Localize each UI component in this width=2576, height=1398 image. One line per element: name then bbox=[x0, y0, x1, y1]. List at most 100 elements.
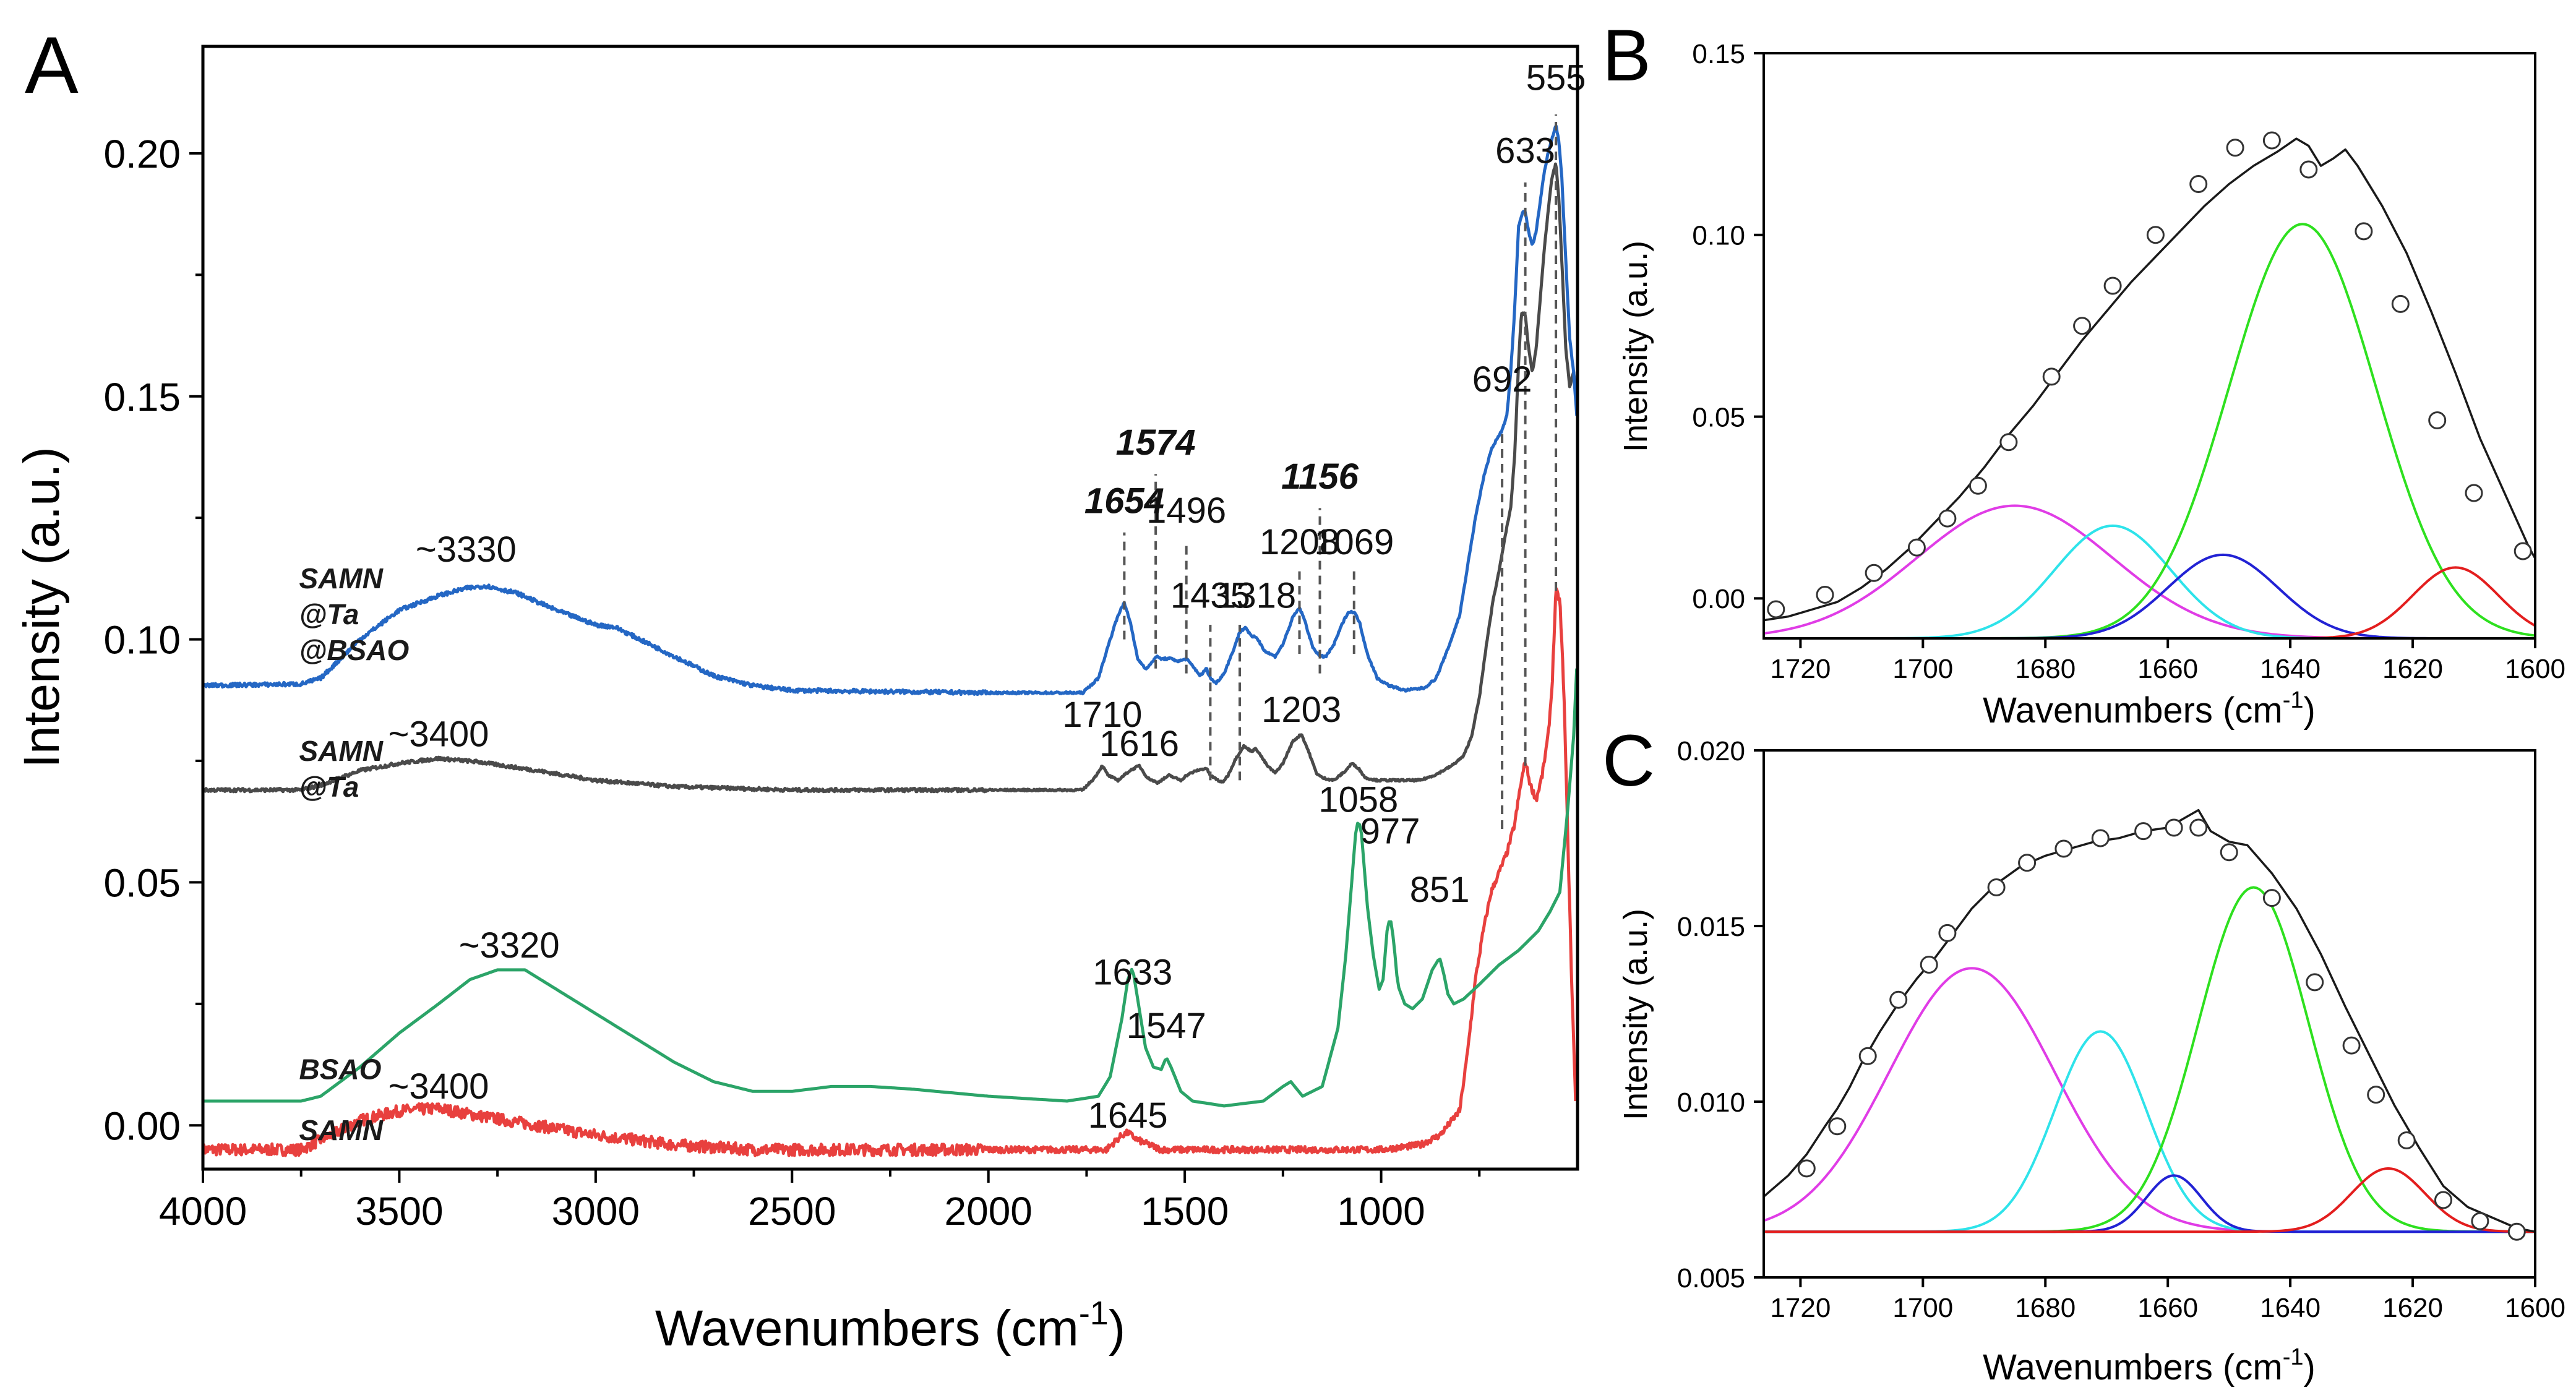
panel-c-data-markers bbox=[1797, 818, 2526, 1241]
panel-c-x-tick-label: 1680 bbox=[2015, 1293, 2076, 1323]
peak-label: 977 bbox=[1360, 812, 1420, 852]
panel-c-data-point bbox=[2165, 818, 2183, 837]
panel-c-data-point bbox=[2507, 1222, 2526, 1241]
panel-a-y-axis-label: Intensity (a.u.) bbox=[14, 447, 70, 768]
panel-b-data-point bbox=[2103, 277, 2122, 295]
peak-label: 1318 bbox=[1216, 576, 1296, 616]
panel-a-x-tick-label: 3000 bbox=[552, 1189, 640, 1233]
panel-b-measured-spectrum bbox=[1763, 137, 2536, 622]
panel-c-x-tick-label: 1720 bbox=[1770, 1293, 1831, 1323]
panel-a-x-axis-label: Wavenumbers (cm-1) bbox=[655, 1295, 1125, 1357]
panel-c-data-point bbox=[2434, 1191, 2452, 1209]
panel-b-data-point bbox=[2465, 484, 2483, 502]
panel-a-x-axis-label-text: Wavenumbers (cm bbox=[655, 1300, 1079, 1357]
panel-c-data-point bbox=[2306, 973, 2324, 992]
panel-c-x-axis-label-sup: -1 bbox=[2283, 1344, 2304, 1370]
panel-b-data-point bbox=[1938, 509, 1957, 528]
panel-a-x-tick-label: 1500 bbox=[1141, 1189, 1229, 1233]
panel-a-dashed-markers bbox=[1123, 114, 1558, 829]
panel-b-x-tick-label: 1640 bbox=[2260, 654, 2321, 684]
panel-c-data-point bbox=[2091, 829, 2110, 847]
panel-c-frame bbox=[1762, 749, 2536, 1279]
series-label: SAMN @Ta @BSAO bbox=[299, 562, 410, 666]
panel-c-data-point bbox=[1987, 878, 2006, 896]
series-samn-ta-bsao bbox=[202, 124, 1579, 697]
panel-c-y-tick-label: 0.005 bbox=[1677, 1263, 1745, 1293]
peak-label: 633 bbox=[1495, 131, 1555, 171]
series-bsao bbox=[203, 668, 1579, 1108]
series-label-line: SAMN bbox=[299, 735, 384, 767]
panel-b-data-point bbox=[1968, 476, 1987, 495]
panel-c-data-point bbox=[2134, 822, 2153, 841]
series-label-line: SAMN bbox=[299, 562, 384, 594]
panel-b-y-tick-label: 0.05 bbox=[1692, 402, 1745, 432]
panel-b-data-point bbox=[1865, 564, 1883, 582]
panel-b-data-point bbox=[2146, 226, 2165, 244]
panel-a-x-axis-label-sup: -1 bbox=[1079, 1295, 1109, 1332]
panel-a-y-tick-label: 0.10 bbox=[103, 618, 181, 663]
panel-a-label: A bbox=[25, 20, 79, 110]
panel-b-y-tick-label: 0.15 bbox=[1692, 39, 1745, 69]
panel-c-data-point bbox=[2189, 818, 2208, 837]
peak-label: 1710 bbox=[1062, 695, 1142, 735]
peak-label: 692 bbox=[1472, 359, 1532, 400]
panel-a-x-ticks: 4000 3500 3000 2500 2000 1500 1000 bbox=[159, 1169, 1481, 1233]
panel-b-data-point bbox=[2189, 175, 2208, 193]
peak-label: ~3400 bbox=[388, 1066, 489, 1107]
panel-b-y-tick-label: 0.00 bbox=[1692, 584, 1745, 614]
panel-a-x-tick-label: 3500 bbox=[355, 1189, 443, 1233]
series-label-line: BSAO bbox=[299, 1053, 382, 1086]
panel-a-peak-labels: ~3330 ~3400 ~3320 ~3400 1654 1574 1496 14351318… bbox=[388, 58, 1586, 1136]
panel-c-fit-1624-curve bbox=[1764, 1167, 2535, 1233]
panel-c: C 1720 1700 1680 1660 1640 1620 1600 0.005 0.01… bbox=[1602, 720, 2565, 1387]
panel-c-data-point bbox=[2471, 1212, 2489, 1230]
panel-c-fit-components bbox=[1763, 886, 2535, 1233]
panel-a-y-tick-label: 0.15 bbox=[103, 375, 181, 419]
peak-label: 1208 bbox=[1260, 522, 1339, 562]
panel-a-x-axis-label-end: ) bbox=[1109, 1300, 1125, 1357]
peak-label: 1058 bbox=[1318, 780, 1398, 820]
series-label-line: @Ta bbox=[299, 771, 359, 803]
panel-b-x-axis-label-sup: -1 bbox=[2283, 687, 2304, 713]
peak-label: 1574 bbox=[1116, 422, 1196, 463]
panel-b-y-axis-label: Intensity (a.u.) bbox=[1617, 241, 1654, 452]
panel-b-x-tick-label: 1720 bbox=[1770, 654, 1831, 684]
panel-b: B 1720 1700 1680 1660 1640 1620 1600 0.000.050… bbox=[1602, 15, 2565, 731]
panel-a-x-tick-label: 2000 bbox=[945, 1189, 1033, 1233]
panel-c-y-ticks: 0.005 0.010 0.015 0.020 bbox=[1677, 736, 1764, 1293]
panel-a-y-tick-label: 0.20 bbox=[103, 132, 181, 176]
panel-b-data-point bbox=[2514, 542, 2532, 560]
panel-b-data-point bbox=[2299, 160, 2318, 179]
panel-a: A ~3330 ~3400 ~3320 ~3400 1654 1574 1496 143513… bbox=[14, 20, 1586, 1357]
panel-b-data-point bbox=[1907, 538, 1926, 557]
panel-c-data-point bbox=[1920, 956, 1938, 974]
panel-b-label: B bbox=[1602, 15, 1651, 96]
panel-c-y-tick-label: 0.015 bbox=[1677, 912, 1745, 942]
series-label-line: @Ta bbox=[299, 598, 359, 630]
panel-a-y-tick-label: 0.05 bbox=[103, 860, 181, 905]
peak-label: 1547 bbox=[1127, 1006, 1206, 1046]
panel-b-frame bbox=[1762, 52, 2536, 640]
panel-c-data-point bbox=[1797, 1159, 1816, 1178]
panel-c-x-tick-label: 1700 bbox=[1892, 1293, 1953, 1323]
peak-label: ~3400 bbox=[388, 714, 489, 754]
panel-b-x-axis-label-text: Wavenumbers (cm bbox=[1983, 690, 2283, 731]
panel-a-series bbox=[201, 124, 1579, 1157]
panel-c-data-point bbox=[2220, 843, 2238, 862]
panel-c-x-tick-label: 1620 bbox=[2382, 1293, 2443, 1323]
peak-label: 1435 bbox=[1170, 576, 1250, 616]
series-label-line: @BSAO bbox=[299, 634, 410, 666]
panel-b-data-point bbox=[2073, 317, 2092, 335]
panel-c-x-axis-label-text: Wavenumbers (cm bbox=[1983, 1347, 2283, 1387]
panel-c-x-tick-label: 1600 bbox=[2505, 1293, 2565, 1323]
panel-c-data-point bbox=[1938, 924, 1957, 942]
panel-b-x-tick-label: 1680 bbox=[2015, 654, 2076, 684]
panel-b-x-axis-label-end: ) bbox=[2303, 690, 2315, 731]
series-label: SAMN @Ta bbox=[299, 735, 384, 803]
panel-b-data-point bbox=[1767, 600, 1785, 619]
panel-c-y-tick-label: 0.020 bbox=[1677, 736, 1745, 766]
panel-c-x-tick-label: 1660 bbox=[2137, 1293, 2198, 1323]
panel-c-data-point bbox=[2342, 1036, 2361, 1055]
